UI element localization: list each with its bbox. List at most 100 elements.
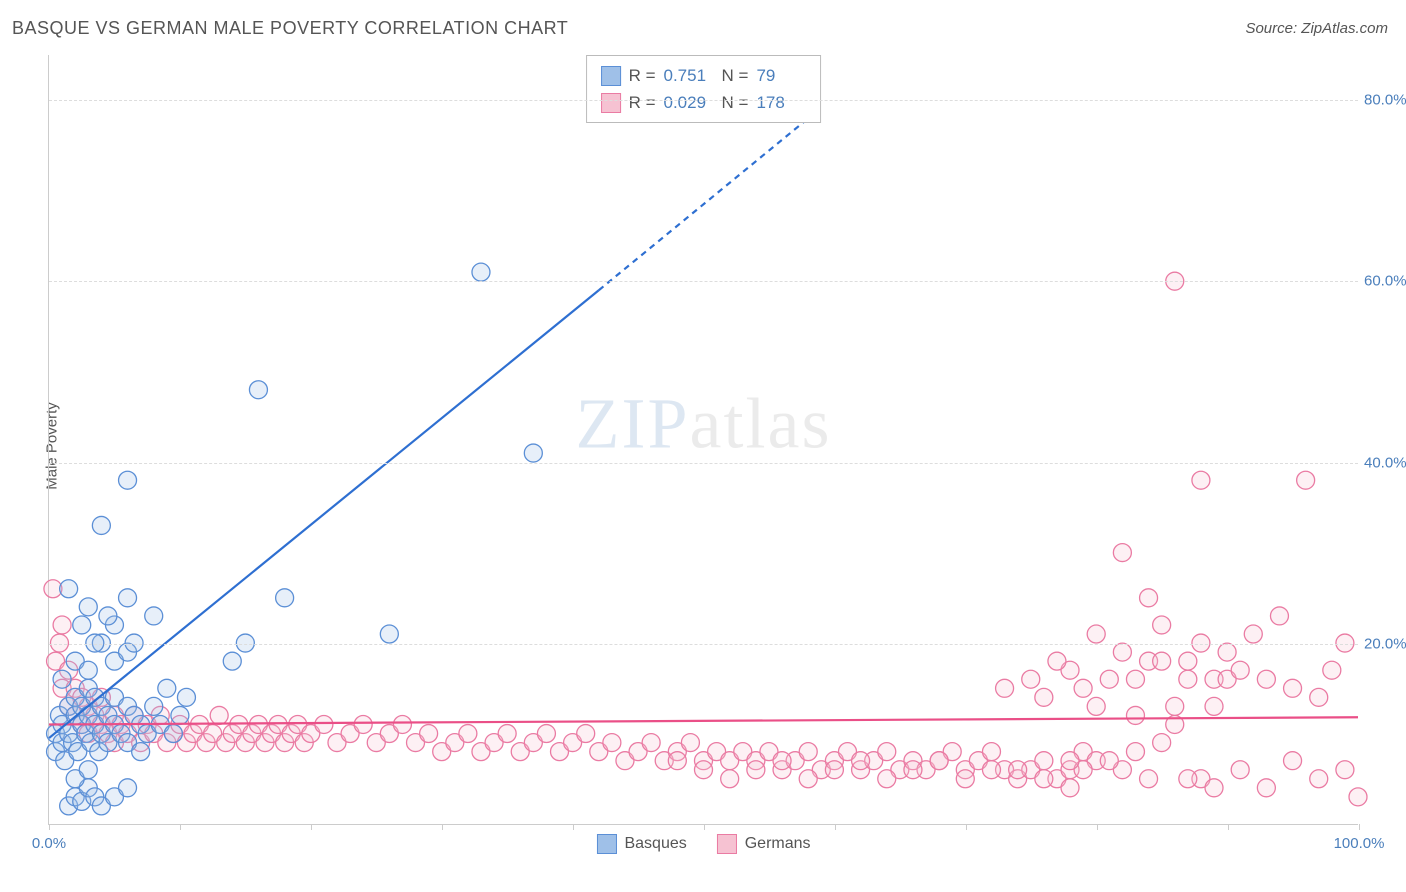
- data-point: [249, 381, 267, 399]
- data-point: [1140, 589, 1158, 607]
- data-point: [1061, 752, 1079, 770]
- data-point: [1087, 697, 1105, 715]
- data-point: [1205, 779, 1223, 797]
- x-tick: [49, 824, 50, 830]
- legend-label-basques: Basques: [624, 835, 686, 853]
- chart-title: BASQUE VS GERMAN MALE POVERTY CORRELATIO…: [12, 18, 568, 39]
- data-point: [799, 743, 817, 761]
- x-tick: [704, 824, 705, 830]
- legend-n-label: N =: [722, 89, 749, 116]
- data-point: [1218, 643, 1236, 661]
- legend-row-germans: R = 0.029 N = 178: [601, 89, 807, 116]
- y-tick-label: 60.0%: [1364, 273, 1406, 290]
- data-point: [982, 761, 1000, 779]
- data-point: [380, 625, 398, 643]
- data-point: [171, 706, 189, 724]
- x-tick-label: 100.0%: [1334, 835, 1385, 852]
- data-point: [79, 661, 97, 679]
- data-point: [1231, 761, 1249, 779]
- data-point: [1257, 779, 1275, 797]
- data-point: [1113, 643, 1131, 661]
- data-point: [1126, 743, 1144, 761]
- trend-line: [599, 118, 808, 290]
- y-tick-label: 80.0%: [1364, 92, 1406, 109]
- data-point: [1009, 761, 1027, 779]
- trend-line: [49, 290, 599, 738]
- legend-r-germans: 0.029: [664, 89, 714, 116]
- data-point: [1087, 625, 1105, 643]
- data-point: [53, 670, 71, 688]
- data-point: [498, 725, 516, 743]
- data-point: [1100, 752, 1118, 770]
- data-point: [1035, 752, 1053, 770]
- gridline: [49, 100, 1358, 101]
- data-point: [1035, 688, 1053, 706]
- legend-item-germans: Germans: [717, 834, 811, 854]
- data-point: [603, 734, 621, 752]
- data-point: [79, 598, 97, 616]
- plot-area: ZIPatlas R = 0.751 N = 79 R = 0.029 N = …: [48, 55, 1358, 825]
- data-point: [1153, 616, 1171, 634]
- data-point: [1140, 770, 1158, 788]
- data-point: [1270, 607, 1288, 625]
- data-point: [1179, 670, 1197, 688]
- data-point: [996, 679, 1014, 697]
- data-point: [132, 743, 150, 761]
- legend-r-basques: 0.751: [664, 62, 714, 89]
- data-point: [524, 444, 542, 462]
- x-tick: [180, 824, 181, 830]
- data-point: [158, 679, 176, 697]
- data-point: [537, 725, 555, 743]
- plot-svg: [49, 55, 1358, 824]
- data-point: [1192, 471, 1210, 489]
- x-tick: [1097, 824, 1098, 830]
- legend-swatch-germans-bottom: [717, 834, 737, 854]
- data-point: [60, 580, 78, 598]
- data-point: [354, 715, 372, 733]
- data-point: [119, 779, 137, 797]
- data-point: [982, 743, 1000, 761]
- data-point: [1310, 770, 1328, 788]
- legend-label-germans: Germans: [745, 835, 811, 853]
- data-point: [904, 761, 922, 779]
- data-point: [1284, 679, 1302, 697]
- data-point: [53, 616, 71, 634]
- data-point: [276, 589, 294, 607]
- data-point: [1166, 697, 1184, 715]
- data-point: [177, 688, 195, 706]
- data-point: [73, 616, 91, 634]
- data-point: [878, 770, 896, 788]
- data-point: [145, 697, 163, 715]
- data-point: [1179, 652, 1197, 670]
- data-point: [472, 263, 490, 281]
- data-point: [681, 734, 699, 752]
- data-point: [459, 725, 477, 743]
- data-point: [930, 752, 948, 770]
- data-point: [1035, 770, 1053, 788]
- legend-row-basques: R = 0.751 N = 79: [601, 62, 807, 89]
- data-point: [721, 770, 739, 788]
- x-tick: [442, 824, 443, 830]
- data-point: [577, 725, 595, 743]
- data-point: [642, 734, 660, 752]
- gridline: [49, 463, 1358, 464]
- legend-swatch-germans: [601, 93, 621, 113]
- data-point: [1061, 779, 1079, 797]
- data-point: [1336, 761, 1354, 779]
- data-point: [119, 471, 137, 489]
- data-point: [79, 761, 97, 779]
- gridline: [49, 644, 1358, 645]
- data-point: [747, 761, 765, 779]
- data-point: [1074, 679, 1092, 697]
- data-point: [1231, 661, 1249, 679]
- data-point: [1297, 471, 1315, 489]
- source-label: Source: ZipAtlas.com: [1245, 20, 1388, 37]
- x-tick: [835, 824, 836, 830]
- data-point: [99, 607, 117, 625]
- data-point: [878, 743, 896, 761]
- data-point: [1257, 670, 1275, 688]
- data-point: [1310, 688, 1328, 706]
- data-point: [92, 516, 110, 534]
- legend-r-label: R =: [629, 89, 656, 116]
- legend-swatch-basques: [601, 66, 621, 86]
